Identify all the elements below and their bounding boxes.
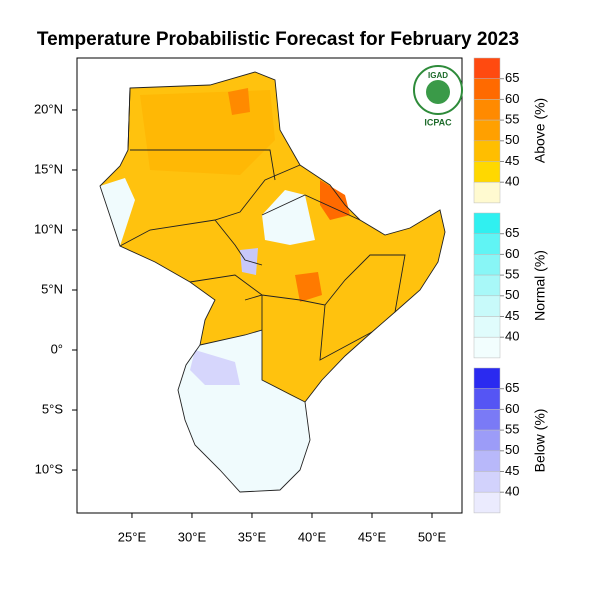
- x-tick-label: 35°E: [238, 529, 267, 544]
- y-tick-label: 10°S: [35, 461, 64, 476]
- x-tick-label: 25°E: [118, 529, 147, 544]
- legend-swatch: [473, 471, 501, 493]
- legend-label: 45: [505, 308, 519, 323]
- legend-label: 45: [505, 463, 519, 478]
- above-high: [320, 180, 350, 220]
- legend-label: 55: [505, 267, 519, 282]
- legend-swatch: [473, 161, 501, 183]
- legend-title: Above (%): [532, 98, 548, 163]
- y-tick-label: 15°N: [34, 161, 63, 176]
- above-high: [228, 88, 250, 115]
- above-high: [295, 272, 322, 302]
- logo-bottom: ICPAC: [424, 117, 452, 127]
- y-tick-label: 0°: [51, 341, 63, 356]
- legend-label: 40: [505, 174, 519, 189]
- legend-label: 65: [505, 225, 519, 240]
- legend-swatch: [473, 212, 501, 234]
- legend-swatch: [473, 274, 501, 297]
- legend-label: 60: [505, 401, 519, 416]
- legend-swatch: [473, 409, 501, 431]
- y-tick-label: 5°S: [42, 401, 63, 416]
- legend-label: 65: [505, 70, 519, 85]
- legend-swatch: [473, 99, 501, 121]
- map: [76, 57, 463, 514]
- x-tick-label: 50°E: [418, 529, 447, 544]
- normal-region: [262, 190, 315, 245]
- legend-label: 60: [505, 246, 519, 261]
- legend-swatch: [473, 140, 501, 162]
- legend-label: 45: [505, 153, 519, 168]
- legend-label: 55: [505, 422, 519, 437]
- legend-label: 50: [505, 287, 519, 302]
- x-tick-label: 45°E: [358, 529, 387, 544]
- legend-label: 55: [505, 112, 519, 127]
- legend-swatch: [473, 388, 501, 410]
- normal-region: [100, 178, 135, 246]
- legend-swatch: [473, 336, 501, 359]
- legend-swatch: [473, 57, 501, 79]
- legend-swatch: [473, 429, 501, 452]
- legend-label: 65: [505, 380, 519, 395]
- x-tick-label: 30°E: [178, 529, 207, 544]
- title: Temperature Probabilistic Forecast for F…: [37, 29, 519, 50]
- y-tick-label: 20°N: [34, 101, 63, 116]
- legend-swatch: [473, 367, 501, 389]
- legend-swatch: [473, 491, 501, 514]
- legend-swatch: [473, 450, 501, 472]
- legend-swatch: [473, 181, 501, 204]
- logo-globe: [426, 80, 450, 104]
- legend-label: 50: [505, 132, 519, 147]
- legend-title: Normal (%): [532, 250, 548, 321]
- legend-swatch: [473, 295, 501, 317]
- y-tick-label: 10°N: [34, 221, 63, 236]
- borders: [119, 87, 406, 403]
- legend-label: 40: [505, 484, 519, 499]
- legend-swatch: [473, 78, 501, 100]
- legend-label: 40: [505, 329, 519, 344]
- below-region: [190, 350, 240, 385]
- legend-title: Below (%): [532, 409, 548, 473]
- logo: IGAD ICPAC: [413, 65, 463, 127]
- x-tick-label: 40°E: [298, 529, 327, 544]
- legend-swatch: [473, 254, 501, 276]
- logo-top: IGAD: [428, 71, 448, 80]
- legend-swatch: [473, 119, 501, 142]
- y-tick-label: 5°N: [41, 281, 63, 296]
- legend-label: 50: [505, 442, 519, 457]
- legend-swatch: [473, 316, 501, 338]
- legend-swatch: [473, 233, 501, 255]
- legend-label: 60: [505, 91, 519, 106]
